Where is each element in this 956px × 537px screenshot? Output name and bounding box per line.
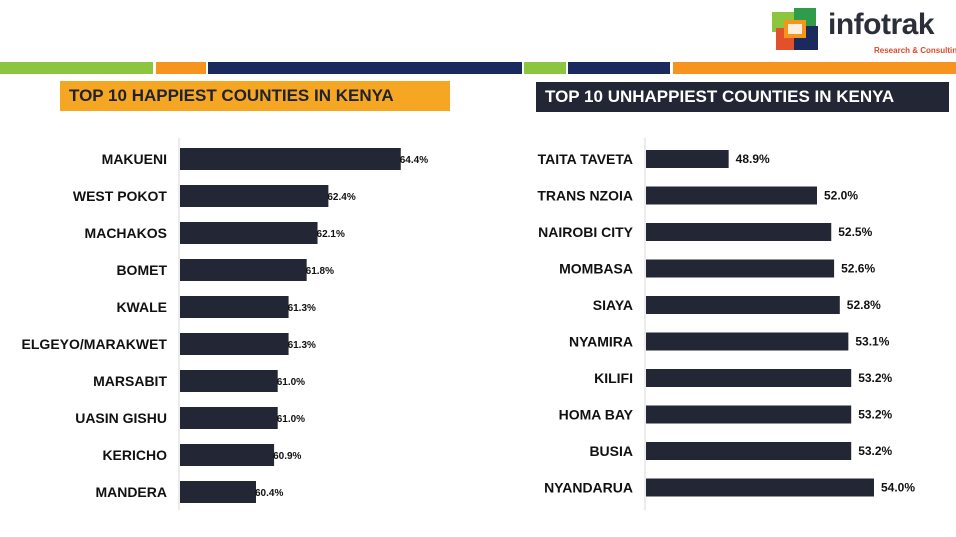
category-label: ELGEYO/MARAKWET: [22, 336, 168, 352]
bar-uasin-gishu: [180, 407, 278, 429]
value-label: 62.4%: [327, 192, 355, 203]
value-label: 61.0%: [277, 377, 305, 388]
category-label: MAKUENI: [102, 151, 167, 167]
value-label: 53.2%: [858, 444, 892, 458]
bar-siaya: [646, 296, 840, 314]
value-label: 52.0%: [824, 189, 858, 203]
category-label: KWALE: [116, 299, 167, 315]
value-label: 62.1%: [317, 229, 345, 240]
value-label: 53.2%: [858, 371, 892, 385]
value-label: 61.8%: [306, 266, 334, 277]
category-label: TAITA TAVETA: [538, 151, 633, 167]
category-label: WEST POKOT: [73, 188, 168, 204]
category-label: NYAMIRA: [569, 334, 633, 350]
value-label: 48.9%: [736, 152, 770, 166]
category-label: TRANS NZOIA: [537, 188, 633, 204]
category-label: SIAYA: [593, 297, 633, 313]
category-label: KILIFI: [594, 370, 633, 386]
stripe-segment: [673, 62, 956, 74]
value-label: 54.0%: [881, 481, 915, 495]
category-label: MOMBASA: [559, 261, 633, 277]
bar-west-pokot: [180, 185, 329, 207]
value-label: 60.4%: [255, 488, 283, 499]
bar-elgeyo-marakwet: [180, 333, 289, 355]
category-label: NYANDARUA: [544, 480, 633, 496]
bar-mandera: [180, 481, 256, 503]
bar-kwale: [180, 296, 289, 318]
value-label: 61.3%: [288, 340, 316, 351]
bar-taita-taveta: [646, 150, 729, 168]
category-label: KERICHO: [102, 447, 167, 463]
infotrak-logo-icon: [772, 8, 818, 50]
value-label: 53.1%: [855, 335, 889, 349]
stripe-segment: [524, 62, 566, 74]
category-label: MACHAKOS: [85, 225, 167, 241]
value-label: 64.4%: [400, 155, 428, 166]
unhappiest-chart-title: TOP 10 UNHAPPIEST COUNTIES IN KENYA: [536, 82, 949, 112]
value-label: 52.8%: [847, 298, 881, 312]
value-label: 52.6%: [841, 262, 875, 276]
stripe-segment: [208, 62, 522, 74]
stripe-segment: [568, 62, 670, 74]
category-label: NAIROBI CITY: [538, 224, 634, 240]
category-label: UASIN GISHU: [75, 410, 167, 426]
bar-bomet: [180, 259, 307, 281]
infotrak-logo: infotrak Research & Consulting: [770, 4, 956, 60]
bar-nyandarua: [646, 478, 874, 497]
bar-marsabit: [180, 370, 278, 392]
value-label: 52.5%: [838, 225, 872, 239]
value-label: 61.0%: [277, 414, 305, 425]
bar-homa-bay: [646, 405, 852, 424]
category-label: BOMET: [116, 262, 167, 278]
category-label: BUSIA: [589, 443, 633, 459]
bar-busia: [646, 442, 852, 460]
bar-nyamira: [646, 332, 849, 351]
value-label: 60.9%: [273, 451, 301, 462]
category-label: MANDERA: [95, 484, 167, 500]
bar-kilifi: [646, 369, 852, 387]
bar-machakos: [180, 222, 318, 244]
value-label: 61.3%: [288, 303, 316, 314]
bar-kericho: [180, 444, 275, 466]
bar-makueni: [180, 148, 401, 170]
happiest-chart-title: TOP 10 HAPPIEST COUNTIES IN KENYA: [60, 81, 450, 111]
category-label: MARSABIT: [93, 373, 167, 389]
value-label: 53.2%: [858, 408, 892, 422]
header-stripe: [0, 62, 956, 74]
bar-nairobi-city: [646, 223, 832, 241]
stripe-segment: [0, 62, 153, 74]
category-label: HOMA BAY: [559, 407, 634, 423]
bar-trans-nzoia: [646, 186, 817, 205]
stripe-segment: [156, 62, 206, 74]
logo-tagline: Research & Consulting: [874, 46, 956, 55]
bar-mombasa: [646, 259, 835, 278]
logo-wordmark: infotrak: [828, 8, 935, 41]
